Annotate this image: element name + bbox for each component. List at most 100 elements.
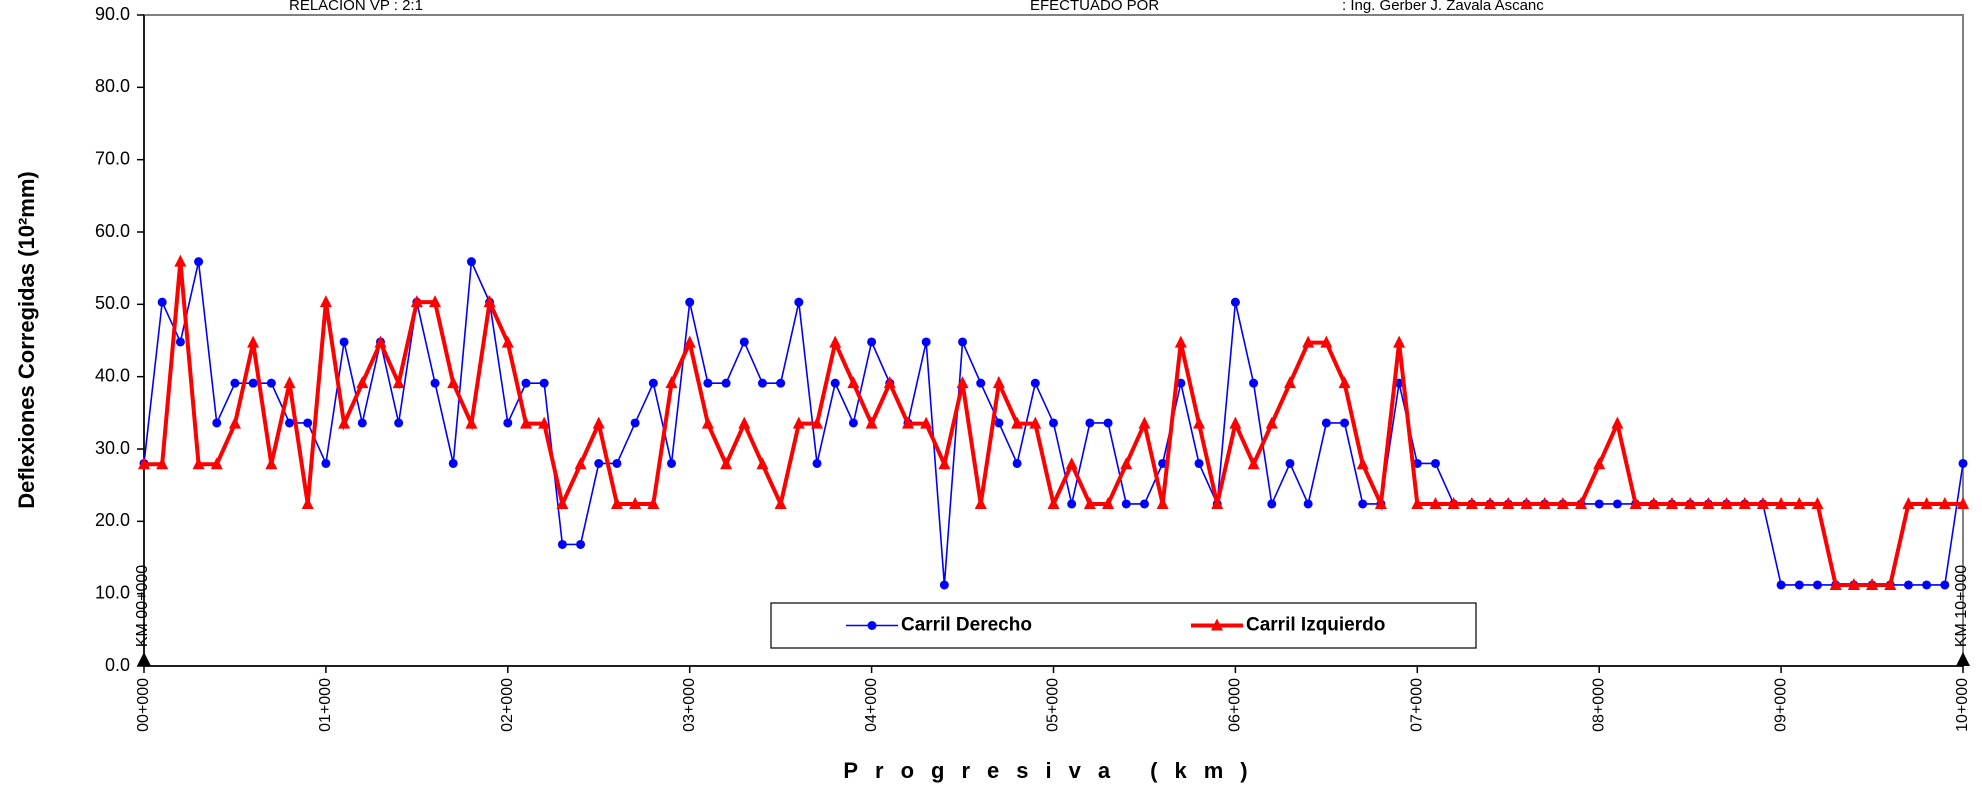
data-point [1158, 458, 1168, 468]
data-point [248, 378, 258, 388]
data-point [175, 337, 185, 347]
data-point [1340, 418, 1350, 428]
data-point [1283, 376, 1296, 389]
data-point [501, 335, 514, 348]
x-tick-label: 05+000 [1045, 678, 1062, 732]
data-point [1029, 416, 1042, 429]
data-point [1812, 580, 1822, 590]
y-tick-label: 50.0 [95, 293, 130, 313]
x-tick-label: 09+000 [1772, 678, 1789, 732]
data-point [1430, 458, 1440, 468]
data-point [1611, 416, 1624, 429]
y-tick-label: 90.0 [95, 4, 130, 24]
data-point [1320, 335, 1333, 348]
data-point [1138, 416, 1151, 429]
data-point [556, 496, 569, 509]
header-text: : Ing. Gerber J. Zavala Ascanc [1342, 0, 1544, 14]
data-point [1302, 335, 1315, 348]
data-point [594, 458, 604, 468]
data-point [1358, 499, 1368, 509]
data-point [576, 539, 586, 549]
data-point [1903, 580, 1913, 590]
data-point [920, 416, 933, 429]
km-marker [1956, 652, 1970, 666]
data-point [648, 378, 658, 388]
y-tick-label: 60.0 [95, 221, 130, 241]
data-point [319, 295, 332, 308]
data-point [794, 297, 804, 307]
data-point [1738, 496, 1751, 509]
data-point [592, 416, 605, 429]
data-point [1085, 418, 1095, 428]
data-point [792, 416, 805, 429]
data-point [774, 496, 787, 509]
data-point [519, 416, 532, 429]
data-point [430, 378, 440, 388]
data-point [1374, 496, 1387, 509]
data-point [1884, 577, 1897, 590]
data-point [339, 337, 349, 347]
data-point [138, 457, 150, 470]
y-tick-label: 70.0 [95, 148, 130, 168]
data-point [1702, 496, 1715, 509]
data-point [1429, 496, 1442, 509]
data-point [1356, 457, 1369, 470]
x-axis-title: Progresiva (km) [843, 758, 1264, 783]
data-point [1120, 457, 1133, 470]
data-point [1756, 496, 1769, 509]
data-point [1247, 457, 1260, 470]
data-point [210, 457, 223, 470]
data-point [1176, 378, 1186, 388]
data-point [1156, 496, 1169, 509]
data-point [503, 418, 513, 428]
data-point [1338, 376, 1351, 389]
y-axis-title: Deflexiones Corregidas (10²mm) [14, 171, 39, 508]
data-point [958, 337, 968, 347]
data-point [1412, 458, 1422, 468]
data-point [756, 457, 769, 470]
data-point [1139, 499, 1149, 509]
data-point [1249, 378, 1259, 388]
data-point [665, 376, 678, 389]
data-point [701, 416, 714, 429]
data-point [539, 378, 549, 388]
data-point [630, 418, 640, 428]
data-point [1647, 496, 1660, 509]
data-point [156, 457, 169, 470]
data-point [829, 335, 842, 348]
data-point [776, 378, 786, 388]
y-tick-label: 40.0 [95, 365, 130, 385]
data-point [685, 297, 695, 307]
data-point [1229, 416, 1242, 429]
data-point [157, 297, 167, 307]
data-point [1484, 496, 1497, 509]
data-point [921, 337, 931, 347]
data-point [1393, 335, 1406, 348]
data-point [1103, 418, 1113, 428]
data-point [1083, 496, 1096, 509]
y-tick-label: 80.0 [95, 76, 130, 96]
data-point [285, 418, 295, 428]
km-marker [137, 652, 151, 666]
data-point [1447, 496, 1460, 509]
data-point [721, 378, 731, 388]
data-point [174, 254, 187, 267]
data-point [992, 376, 1005, 389]
data-point [629, 496, 642, 509]
data-point [974, 496, 987, 509]
data-point [812, 458, 822, 468]
data-point [1920, 496, 1933, 509]
x-tick-label: 00+000 [135, 678, 152, 732]
legend-label: Carril Derecho [901, 615, 1032, 636]
data-point [228, 416, 241, 429]
data-point [1174, 335, 1187, 348]
data-point [867, 337, 877, 347]
data-point [1794, 580, 1804, 590]
data-point [1121, 499, 1131, 509]
data-point [939, 580, 949, 590]
data-point [1902, 496, 1915, 509]
data-point [647, 496, 660, 509]
data-point [848, 418, 858, 428]
data-point [847, 376, 860, 389]
